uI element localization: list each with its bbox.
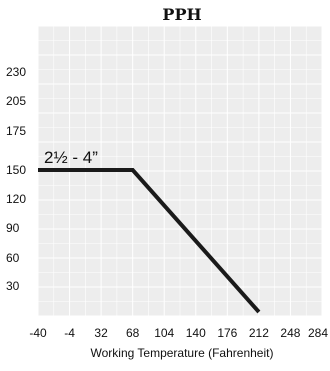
- x-tick-label: 140: [186, 326, 206, 340]
- y-tick-label: 205: [6, 94, 26, 108]
- grid: [37, 25, 323, 317]
- y-tick-label: 60: [6, 251, 20, 265]
- x-tick-label: 176: [217, 326, 237, 340]
- x-axis-ticks: -40 -4 32 68 104 140 176 212 248 284: [29, 326, 328, 340]
- chart-title: PPH: [162, 5, 201, 24]
- y-tick-label: 90: [6, 221, 20, 235]
- x-tick-label: 68: [126, 326, 140, 340]
- y-tick-label: 120: [6, 192, 26, 206]
- y-axis-ticks: 30 60 90 120 150 175 205 230: [6, 65, 26, 293]
- x-tick-label: -40: [29, 326, 47, 340]
- x-tick-label: -4: [64, 326, 75, 340]
- x-tick-label: 104: [154, 326, 174, 340]
- x-tick-label: 212: [249, 326, 269, 340]
- series-layer: [38, 168, 261, 314]
- y-tick-label: 175: [6, 124, 26, 138]
- x-axis-label: Working Temperature (Fahrenheit): [91, 346, 274, 360]
- series-line: [38, 168, 261, 314]
- x-tick-label: 248: [280, 326, 300, 340]
- x-tick-label: 284: [308, 326, 328, 340]
- y-tick-label: 30: [6, 279, 20, 293]
- x-tick-label: 32: [94, 326, 108, 340]
- y-tick-label: 150: [6, 163, 26, 177]
- y-tick-label: 230: [6, 65, 26, 79]
- series-annotation: 2½ - 4”: [44, 148, 98, 167]
